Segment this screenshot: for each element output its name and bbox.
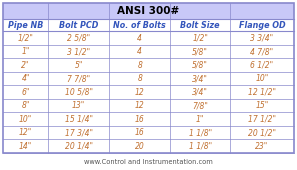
Bar — [3, 112, 294, 126]
Text: 15": 15" — [255, 101, 268, 110]
Text: 3/4": 3/4" — [192, 74, 208, 83]
Text: 5/8": 5/8" — [192, 47, 208, 56]
Text: 4: 4 — [137, 47, 142, 56]
Text: 1 1/8": 1 1/8" — [189, 142, 212, 151]
Text: No. of Bolts: No. of Bolts — [113, 21, 166, 30]
Text: 5": 5" — [75, 61, 83, 70]
Text: Bolt Size: Bolt Size — [180, 21, 220, 30]
Bar — [3, 19, 294, 31]
Text: 13": 13" — [72, 101, 85, 110]
Bar — [3, 3, 294, 19]
Text: 1": 1" — [196, 115, 204, 124]
Text: Flange OD: Flange OD — [239, 21, 285, 30]
Bar — [3, 58, 294, 72]
Text: 4": 4" — [21, 74, 30, 83]
Bar — [3, 72, 294, 85]
Text: Pipe NB: Pipe NB — [8, 21, 43, 30]
Text: 4: 4 — [137, 34, 142, 43]
Text: 20 1/2": 20 1/2" — [248, 128, 276, 137]
Text: 8: 8 — [137, 61, 142, 70]
Text: 7/8": 7/8" — [192, 101, 208, 110]
Text: 17 1/2": 17 1/2" — [248, 115, 276, 124]
Text: 10": 10" — [19, 115, 32, 124]
Text: 20: 20 — [135, 142, 145, 151]
Text: 15 1/4": 15 1/4" — [65, 115, 93, 124]
Text: 20 1/4": 20 1/4" — [65, 142, 93, 151]
Text: 2": 2" — [21, 61, 30, 70]
Text: 4 7/8": 4 7/8" — [250, 47, 274, 56]
Text: 7 7/8": 7 7/8" — [67, 74, 90, 83]
Text: 3/4": 3/4" — [192, 88, 208, 97]
Text: 6": 6" — [21, 88, 30, 97]
Text: www.Control and Instrumentation.com: www.Control and Instrumentation.com — [84, 159, 213, 166]
Text: 8: 8 — [137, 74, 142, 83]
Text: 8": 8" — [21, 101, 30, 110]
Text: 1": 1" — [21, 47, 30, 56]
Text: 12: 12 — [135, 101, 145, 110]
Text: 10 5/8": 10 5/8" — [65, 88, 93, 97]
Bar — [3, 99, 294, 112]
Text: ANSI 300#: ANSI 300# — [117, 6, 180, 16]
Text: 17 3/4": 17 3/4" — [65, 128, 93, 137]
Text: 1/2": 1/2" — [18, 34, 34, 43]
Text: 14": 14" — [19, 142, 32, 151]
Text: 12": 12" — [19, 128, 32, 137]
Bar — [3, 85, 294, 99]
Text: 5/8": 5/8" — [192, 61, 208, 70]
Text: 12: 12 — [135, 88, 145, 97]
Text: 16: 16 — [135, 128, 145, 137]
Text: 1 1/8": 1 1/8" — [189, 128, 212, 137]
Bar — [3, 3, 294, 153]
Bar — [3, 45, 294, 58]
Text: 23": 23" — [255, 142, 268, 151]
Bar — [3, 31, 294, 45]
Text: 6 1/2": 6 1/2" — [250, 61, 274, 70]
Text: 1/2": 1/2" — [192, 34, 208, 43]
Text: 3 3/4": 3 3/4" — [250, 34, 274, 43]
Text: 12 1/2": 12 1/2" — [248, 88, 276, 97]
Text: 3 1/2": 3 1/2" — [67, 47, 90, 56]
Bar — [3, 126, 294, 139]
Bar — [3, 139, 294, 153]
Text: 2 5/8": 2 5/8" — [67, 34, 90, 43]
Text: Bolt PCD: Bolt PCD — [59, 21, 98, 30]
Text: 10": 10" — [255, 74, 268, 83]
Text: 16: 16 — [135, 115, 145, 124]
